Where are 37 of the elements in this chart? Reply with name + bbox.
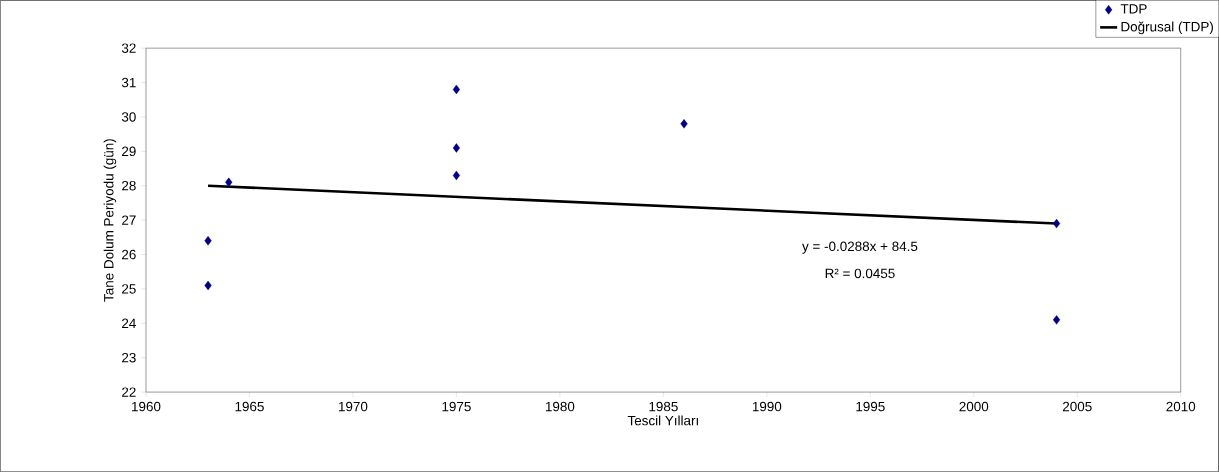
point [452,84,460,95]
y-tick-label: 23 [122,352,136,363]
x-tick-label: 1995 [856,401,885,412]
y-tick-label: 28 [122,180,136,191]
y-tick-label: 26 [122,249,136,260]
x-tick-label: 1985 [649,401,678,412]
x-tick-label: 1990 [752,401,782,412]
point [452,170,460,181]
y-tick-label: 32 [121,43,136,53]
x-tick-label: 2010 [1166,401,1196,412]
x-tick-label: 1970 [339,401,368,412]
point [225,177,233,187]
point [1053,218,1061,229]
y-tick-label: 22 [122,387,136,397]
legend-label: Doğrusal (TDP) [1121,21,1213,35]
x-tick-label: 1965 [235,401,264,412]
y-tick-label: 24 [122,318,136,328]
point [204,280,212,291]
x-tick-label: 2000 [959,401,989,412]
y-tick-label: 30 [121,112,136,122]
legend-label: TDP [1120,4,1147,14]
x-tick-label: 1980 [545,401,575,412]
x-tick-label: 2005 [1062,401,1092,412]
x-axis-title: Tescil Yılları [627,415,698,426]
y-tick-label: 25 [122,284,136,294]
y-tick-label: 27 [122,215,136,225]
annotation: R² = 0.0455 [825,268,895,279]
point [680,119,688,129]
x-tick-label: 1960 [132,401,161,412]
point [1053,315,1061,325]
point [452,143,460,153]
annotation: y = -0.0288x + 84.5 [802,241,918,254]
y-tick-label: 29 [122,146,136,157]
x-tick-label: 1975 [442,401,471,412]
point [204,236,212,246]
y-axis-title: Tane Dolum Periyodu (gün) [103,139,117,302]
y-tick-label: 31 [121,77,136,88]
